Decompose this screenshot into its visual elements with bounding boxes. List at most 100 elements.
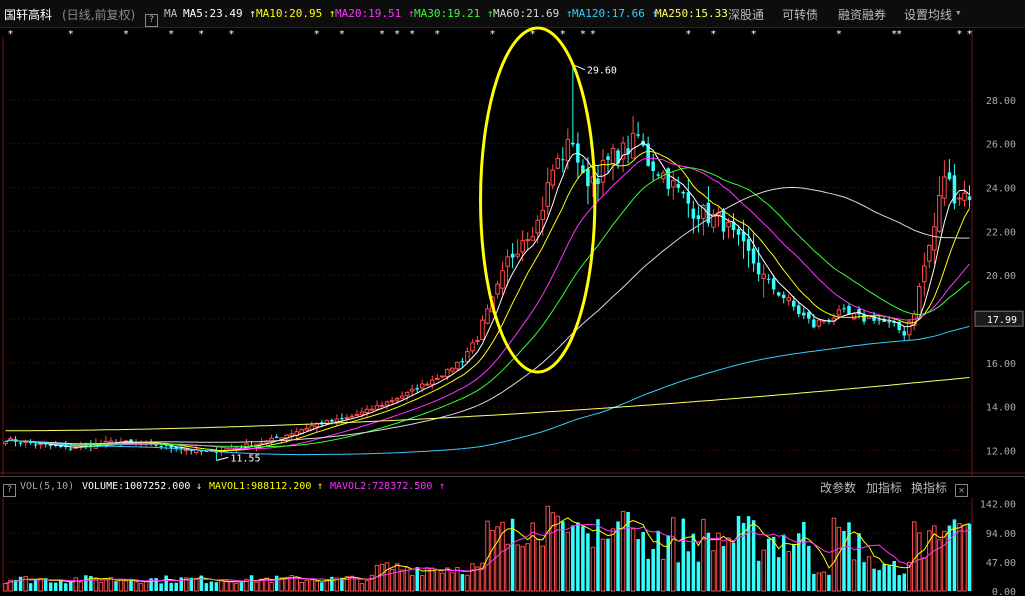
volume-bar-up: [229, 581, 234, 592]
price-tick-label: 14.00: [986, 403, 1016, 414]
candle-body-up: [289, 433, 294, 437]
volume-bar-down: [586, 533, 590, 591]
tab-ma-settings[interactable]: 设置均线: [904, 8, 953, 22]
candle-body-up: [505, 256, 510, 267]
volume-bar-up: [630, 528, 636, 592]
volume-bar-up: [234, 582, 239, 592]
event-star-marker: *: [751, 29, 757, 40]
candle-body-down: [646, 143, 650, 166]
candle-body-down: [626, 148, 630, 155]
volume-bar-down: [666, 535, 671, 591]
event-star-marker: *: [228, 29, 234, 40]
period-label[interactable]: (日线,前复权): [62, 8, 136, 22]
tab-convertible-bond[interactable]: 可转债: [782, 8, 819, 22]
candle-body-down: [967, 196, 972, 200]
volume-bar-down: [636, 539, 640, 591]
add-indicator-button[interactable]: 加指标: [866, 481, 903, 495]
candle-body-down: [69, 448, 73, 450]
candle-body-down: [857, 309, 861, 315]
volume-bar-down: [149, 578, 153, 591]
volume-bar-down: [415, 567, 419, 591]
candle-body-down: [586, 168, 590, 187]
candle-body-up: [419, 383, 425, 389]
candle-body-down: [766, 278, 771, 280]
candle-body-down: [797, 305, 801, 315]
volume-bar-up: [620, 510, 626, 592]
volume-bar-down: [857, 533, 861, 591]
ma250-line: [5, 377, 970, 432]
volume-bar-up: [419, 575, 425, 592]
chevron-down-icon[interactable]: ▾: [955, 6, 962, 19]
volume-bar-up: [259, 578, 264, 592]
candle-body-up: [937, 195, 942, 232]
volume-bar-down: [641, 531, 645, 591]
ma120-text: MA120:17.66: [572, 7, 645, 20]
volume-bar-up: [103, 579, 109, 592]
candle-body-down: [159, 445, 163, 447]
tab-margin-trading[interactable]: 融资融券: [838, 8, 887, 22]
candle-body-up: [630, 132, 636, 159]
volume-bar-up: [369, 574, 375, 592]
volume-bar-down: [862, 562, 866, 591]
candle-body-up: [399, 395, 405, 399]
candle-body-up: [354, 414, 360, 417]
volume-bar-down: [731, 542, 736, 591]
candle-body-up: [465, 351, 470, 363]
ma5-arrow-icon: ↑: [249, 7, 256, 20]
candle-body-down: [214, 451, 219, 453]
candle-body-down: [84, 444, 88, 446]
volume-bar-down: [18, 576, 23, 591]
candle-body-down: [771, 278, 776, 290]
volume-bar-up: [374, 564, 380, 592]
candle-body-down: [706, 202, 711, 224]
volume-tick-label: 47.00: [986, 558, 1016, 569]
price-tick-label: 20.00: [986, 271, 1016, 282]
volume-bar-up: [610, 528, 616, 592]
volume-bar-down: [204, 583, 209, 591]
candle-body-down: [741, 231, 746, 242]
event-star-marker: *: [685, 29, 691, 40]
candle-body-up: [404, 391, 410, 396]
volume-bar-up: [309, 579, 315, 592]
candle-body-up: [520, 240, 525, 253]
volume-bar-down: [887, 565, 891, 591]
ma5-text: MA5:23.49: [183, 7, 243, 20]
candle-body-down: [415, 388, 419, 390]
candle-body-down: [736, 229, 741, 235]
price-tick-label: 28.00: [986, 96, 1016, 107]
candle-body-down: [571, 142, 575, 145]
volume-bar-up: [937, 539, 942, 592]
volume-bar-down: [571, 525, 575, 591]
ma120-arrow-icon: ↑: [651, 7, 659, 20]
tab-hk-connect[interactable]: 深股通: [728, 8, 765, 22]
volume-bar-up: [244, 578, 249, 592]
volume-bar-up: [831, 517, 837, 592]
mavol1-arrow-icon: ↑: [317, 481, 324, 492]
ma10-arrow-icon: ↑: [328, 7, 336, 20]
ma20-line: [5, 157, 970, 450]
candle-body-down: [174, 446, 178, 450]
candle-body-down: [189, 449, 194, 452]
candle-body-down: [510, 253, 515, 258]
ma-lines: [5, 141, 970, 584]
candle-body-down: [274, 436, 279, 439]
price-tick-label: 22.00: [986, 227, 1016, 238]
volume-bar-up: [299, 581, 304, 592]
switch-indicator-button[interactable]: 换指标: [911, 481, 948, 495]
change-params-button[interactable]: 改参数: [820, 481, 857, 495]
candle-body-down: [827, 319, 831, 321]
volume-bar-up: [515, 544, 520, 592]
candle-body-up: [851, 312, 857, 320]
candle-body-up: [369, 408, 375, 411]
candle-body-up: [430, 379, 435, 385]
volume-bar-down: [69, 581, 73, 591]
volume-bar-down: [114, 581, 118, 591]
ma10-text: MA10:20.95: [256, 7, 323, 20]
volume-bar-down: [967, 523, 972, 591]
volume-bar-down: [129, 580, 133, 591]
candle-body-down: [812, 319, 816, 328]
volume-bar-down: [792, 543, 796, 591]
volume-bar-down: [646, 558, 650, 591]
stock-name: 国轩高科: [4, 8, 53, 22]
